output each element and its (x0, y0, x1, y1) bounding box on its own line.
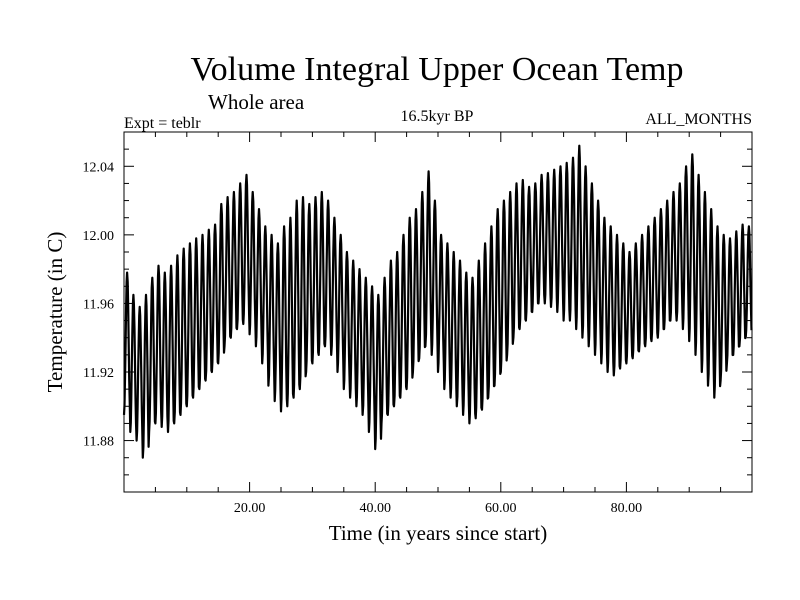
x-axis: 20.00 40.00 60.00 80.00 (123, 132, 753, 516)
series-line-temperature (122, 144, 753, 459)
y-tick-label: 12.00 (83, 229, 115, 244)
y-tick-label: 11.88 (83, 435, 114, 450)
y-tick-label: 11.92 (83, 366, 114, 381)
months-label: ALL_MONTHS (645, 111, 752, 128)
x-tick-label: 80.00 (611, 501, 643, 516)
x-axis-label: Time (in years since start) (329, 521, 548, 545)
x-tick-label: 60.00 (485, 501, 517, 516)
chart-subtitle: Whole area (208, 90, 305, 114)
x-tick-label: 20.00 (234, 501, 266, 516)
chart-title: Volume Integral Upper Ocean Temp (191, 51, 684, 88)
x-tick-label: 40.00 (359, 501, 391, 516)
y-tick-label: 12.04 (83, 160, 115, 175)
y-axis-label: Temperature (in C) (43, 232, 67, 393)
expt-label: Expt = teblr (124, 115, 201, 132)
period-label: 16.5kyr BP (401, 108, 474, 125)
y-tick-label: 11.96 (83, 297, 114, 312)
